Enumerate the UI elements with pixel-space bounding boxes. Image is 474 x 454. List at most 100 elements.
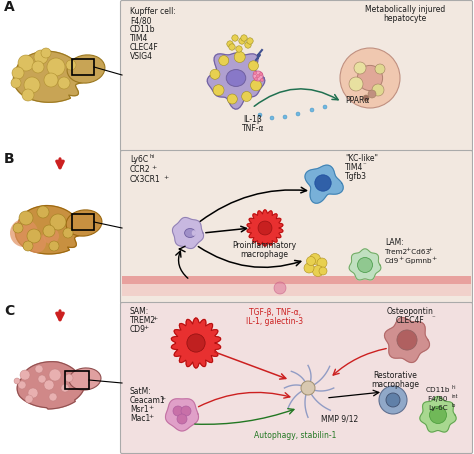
Ellipse shape xyxy=(192,230,196,236)
Circle shape xyxy=(357,257,373,272)
Text: Ly-6C: Ly-6C xyxy=(428,405,448,411)
Circle shape xyxy=(12,67,24,79)
Text: SatM:: SatM: xyxy=(130,387,152,396)
Ellipse shape xyxy=(184,228,195,237)
Circle shape xyxy=(61,384,69,392)
Bar xyxy=(72,214,94,230)
Bar xyxy=(72,59,94,75)
Circle shape xyxy=(34,50,48,64)
Text: ⁻: ⁻ xyxy=(432,315,436,321)
Text: CX3CR1: CX3CR1 xyxy=(130,175,161,184)
Circle shape xyxy=(13,223,23,233)
Text: Metabolically injured: Metabolically injured xyxy=(365,5,445,14)
Circle shape xyxy=(234,51,245,63)
Text: +: + xyxy=(151,165,156,170)
Circle shape xyxy=(65,374,73,382)
Circle shape xyxy=(248,61,258,71)
Circle shape xyxy=(219,55,229,65)
Circle shape xyxy=(274,282,286,294)
Ellipse shape xyxy=(67,55,105,83)
Polygon shape xyxy=(349,249,381,280)
Text: CD11b: CD11b xyxy=(130,25,155,34)
Circle shape xyxy=(227,41,233,47)
Text: C: C xyxy=(4,304,14,318)
FancyBboxPatch shape xyxy=(120,302,473,454)
Circle shape xyxy=(357,65,383,91)
Text: macrophage: macrophage xyxy=(240,250,288,259)
Circle shape xyxy=(28,388,38,398)
Circle shape xyxy=(296,112,300,116)
Circle shape xyxy=(354,62,366,74)
Text: MMP 9/12: MMP 9/12 xyxy=(321,415,359,424)
Polygon shape xyxy=(207,53,265,109)
Text: IL-1β: IL-1β xyxy=(244,115,263,124)
Text: +: + xyxy=(152,316,157,321)
Text: B: B xyxy=(4,152,15,166)
Text: hi: hi xyxy=(452,385,456,390)
Circle shape xyxy=(363,95,369,101)
Ellipse shape xyxy=(66,210,102,236)
Text: F4/80: F4/80 xyxy=(130,16,152,25)
Text: TGF-β, TNF-α,: TGF-β, TNF-α, xyxy=(249,308,301,317)
Circle shape xyxy=(25,395,33,403)
Circle shape xyxy=(429,406,447,424)
Text: A: A xyxy=(4,0,15,14)
Circle shape xyxy=(10,219,38,247)
Polygon shape xyxy=(165,399,199,431)
Circle shape xyxy=(301,381,315,395)
Circle shape xyxy=(239,38,245,44)
Circle shape xyxy=(368,90,376,98)
Circle shape xyxy=(386,393,400,407)
Circle shape xyxy=(11,78,21,88)
Circle shape xyxy=(255,78,257,80)
Circle shape xyxy=(312,266,323,276)
Text: Msr1: Msr1 xyxy=(130,405,149,414)
Circle shape xyxy=(43,225,55,237)
Text: VSIG4: VSIG4 xyxy=(130,52,153,61)
Circle shape xyxy=(251,80,262,91)
Circle shape xyxy=(49,241,59,251)
Text: hi: hi xyxy=(150,154,155,159)
Text: IL-1, galectin-3: IL-1, galectin-3 xyxy=(246,317,303,326)
Circle shape xyxy=(63,228,73,238)
Text: Kupffer cell:: Kupffer cell: xyxy=(130,7,176,16)
Text: CLEC4F: CLEC4F xyxy=(396,316,424,325)
Text: +: + xyxy=(405,247,410,252)
Circle shape xyxy=(38,375,46,383)
Text: TNF-α: TNF-α xyxy=(242,124,264,133)
Ellipse shape xyxy=(69,368,101,390)
Circle shape xyxy=(236,46,242,52)
Text: +: + xyxy=(427,247,432,252)
Text: SAM:: SAM: xyxy=(130,307,149,316)
Text: Osteopontin: Osteopontin xyxy=(387,307,433,316)
Circle shape xyxy=(310,108,314,112)
Circle shape xyxy=(379,386,407,414)
Circle shape xyxy=(253,71,263,81)
Text: TREM2: TREM2 xyxy=(130,316,156,325)
Circle shape xyxy=(397,330,417,350)
FancyBboxPatch shape xyxy=(120,0,473,152)
Circle shape xyxy=(259,73,263,75)
Circle shape xyxy=(14,378,20,384)
Circle shape xyxy=(323,105,327,109)
Circle shape xyxy=(43,228,59,244)
Text: Gpmnb: Gpmnb xyxy=(403,258,432,264)
Circle shape xyxy=(349,77,363,91)
Circle shape xyxy=(23,241,33,251)
Text: Ly6C: Ly6C xyxy=(130,155,148,164)
Text: Cd9: Cd9 xyxy=(385,258,399,264)
Circle shape xyxy=(35,365,43,373)
Circle shape xyxy=(41,48,51,58)
Text: F4/80: F4/80 xyxy=(428,396,448,402)
Circle shape xyxy=(44,73,58,87)
Polygon shape xyxy=(173,217,203,248)
Circle shape xyxy=(340,48,400,108)
Circle shape xyxy=(241,35,247,41)
Text: macrophage: macrophage xyxy=(371,380,419,389)
Circle shape xyxy=(256,74,259,78)
Text: +: + xyxy=(398,256,403,261)
Circle shape xyxy=(310,253,320,265)
Circle shape xyxy=(181,406,191,416)
Text: CD9: CD9 xyxy=(130,325,146,334)
Text: +: + xyxy=(143,325,148,330)
